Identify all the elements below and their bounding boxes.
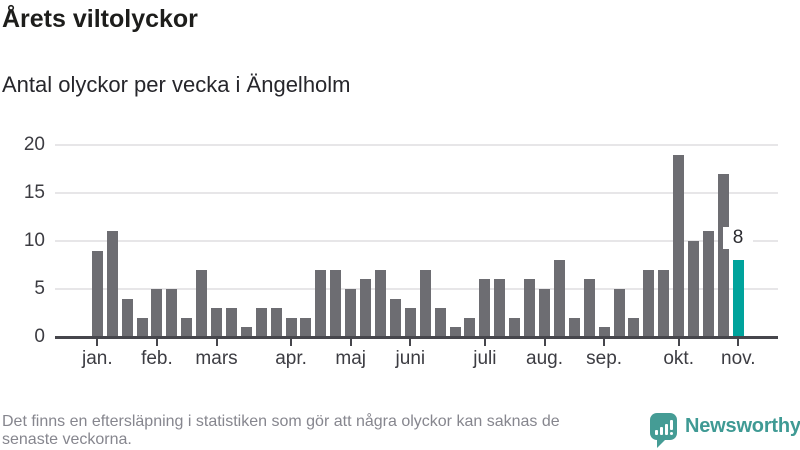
x-tick-mars xyxy=(215,339,218,346)
bar-week-44 xyxy=(732,260,744,337)
bar-week-3 xyxy=(121,298,133,337)
x-axis-label-maj: maj xyxy=(335,348,367,369)
x-axis-line xyxy=(55,336,778,339)
y-axis-label-15: 15 xyxy=(23,182,45,203)
x-tick-aug xyxy=(543,339,546,346)
bar-week-13 xyxy=(270,308,282,337)
bar-week-20 xyxy=(375,269,387,337)
x-tick-apr xyxy=(290,339,293,346)
bar-week-31 xyxy=(539,289,550,337)
bar-week-32 xyxy=(553,260,565,337)
bar-week-7 xyxy=(181,317,193,337)
bar-week-34 xyxy=(583,279,595,337)
bar-week-16 xyxy=(315,269,327,337)
x-tick-sep xyxy=(603,339,606,346)
y-axis-label-0: 0 xyxy=(34,326,45,347)
highlight-value-label: 8 xyxy=(723,227,753,249)
bar-week-12 xyxy=(255,308,267,337)
x-axis-label-jan: jan. xyxy=(81,348,113,369)
bar-week-17 xyxy=(330,269,342,337)
newsworthy-brand: Newsworthy xyxy=(650,412,800,450)
x-axis-label-apr: apr. xyxy=(275,348,307,369)
bar-week-11 xyxy=(240,327,252,337)
bar-week-29 xyxy=(509,317,521,337)
speech-bubble-tail xyxy=(657,439,666,448)
bar-week-14 xyxy=(285,317,297,337)
bar-week-27 xyxy=(479,279,491,337)
bar-week-22 xyxy=(404,308,416,337)
bar-week-5 xyxy=(151,289,163,337)
bar-week-26 xyxy=(464,317,476,337)
chart-title: Årets viltolyckor xyxy=(2,5,198,33)
bar-week-38 xyxy=(643,269,655,337)
x-axis-label-nov: nov. xyxy=(721,348,756,369)
bar-week-39 xyxy=(658,269,670,337)
bar-week-10 xyxy=(225,308,237,337)
x-axis-label-feb: feb. xyxy=(141,348,173,369)
bar-week-25 xyxy=(449,327,461,337)
bar-week-21 xyxy=(389,298,401,337)
footnote: Det finns en eftersläpning i statistiken… xyxy=(2,413,560,449)
y-axis-label-5: 5 xyxy=(34,278,45,299)
bar-week-19 xyxy=(360,279,372,337)
footnote-line-1: Det finns en eftersläpning i statistiken… xyxy=(2,413,560,430)
x-axis-label-sep: sep. xyxy=(586,348,623,369)
x-axis-label-mars: mars xyxy=(195,348,238,369)
x-tick-jan xyxy=(96,339,99,346)
x-tick-juli xyxy=(483,339,486,346)
bar-week-18 xyxy=(345,289,357,337)
bar-week-42 xyxy=(702,231,714,337)
footnote-line-2: senaste veckorna. xyxy=(2,431,132,448)
x-tick-feb xyxy=(155,339,158,346)
bar-week-15 xyxy=(300,317,312,337)
bar-week-43 xyxy=(717,173,729,337)
bar-week-9 xyxy=(211,308,223,337)
x-axis-label-okt: okt. xyxy=(663,348,694,369)
bar-chart-exclamation-icon xyxy=(655,420,673,435)
bar-week-37 xyxy=(628,317,640,337)
bar-week-33 xyxy=(568,317,580,337)
bar-week-41 xyxy=(688,241,700,337)
x-axis-label-juli: juli xyxy=(473,348,497,369)
newsworthy-logo-icon xyxy=(650,413,677,440)
bar-week-8 xyxy=(196,269,208,337)
bar-week-1 xyxy=(91,250,103,337)
bar-week-30 xyxy=(524,279,536,337)
bar-week-24 xyxy=(434,308,446,337)
y-axis-label-20: 20 xyxy=(23,134,45,155)
bar-week-23 xyxy=(419,269,431,337)
bar-week-2 xyxy=(106,231,118,337)
bar-week-35 xyxy=(598,327,610,337)
x-axis-label-aug: aug. xyxy=(526,348,563,369)
gridline-15 xyxy=(55,192,778,194)
brand-wordmark: Newsworthy xyxy=(685,415,800,437)
gridline-20 xyxy=(55,144,778,146)
x-tick-okt xyxy=(677,339,680,346)
x-tick-nov xyxy=(737,339,740,346)
gridline-10 xyxy=(55,240,778,242)
bar-week-6 xyxy=(166,289,178,337)
bar-week-4 xyxy=(136,317,148,337)
chart-subtitle: Antal olyckor per vecka i Ängelholm xyxy=(2,72,351,97)
y-axis-label-10: 10 xyxy=(23,230,45,251)
gridline-5 xyxy=(55,288,778,290)
x-tick-juni xyxy=(409,339,412,346)
bar-week-36 xyxy=(613,289,625,337)
bar-week-28 xyxy=(494,279,506,337)
x-axis-label-juni: juni xyxy=(395,348,426,369)
bar-week-40 xyxy=(673,154,685,337)
x-tick-maj xyxy=(349,339,352,346)
